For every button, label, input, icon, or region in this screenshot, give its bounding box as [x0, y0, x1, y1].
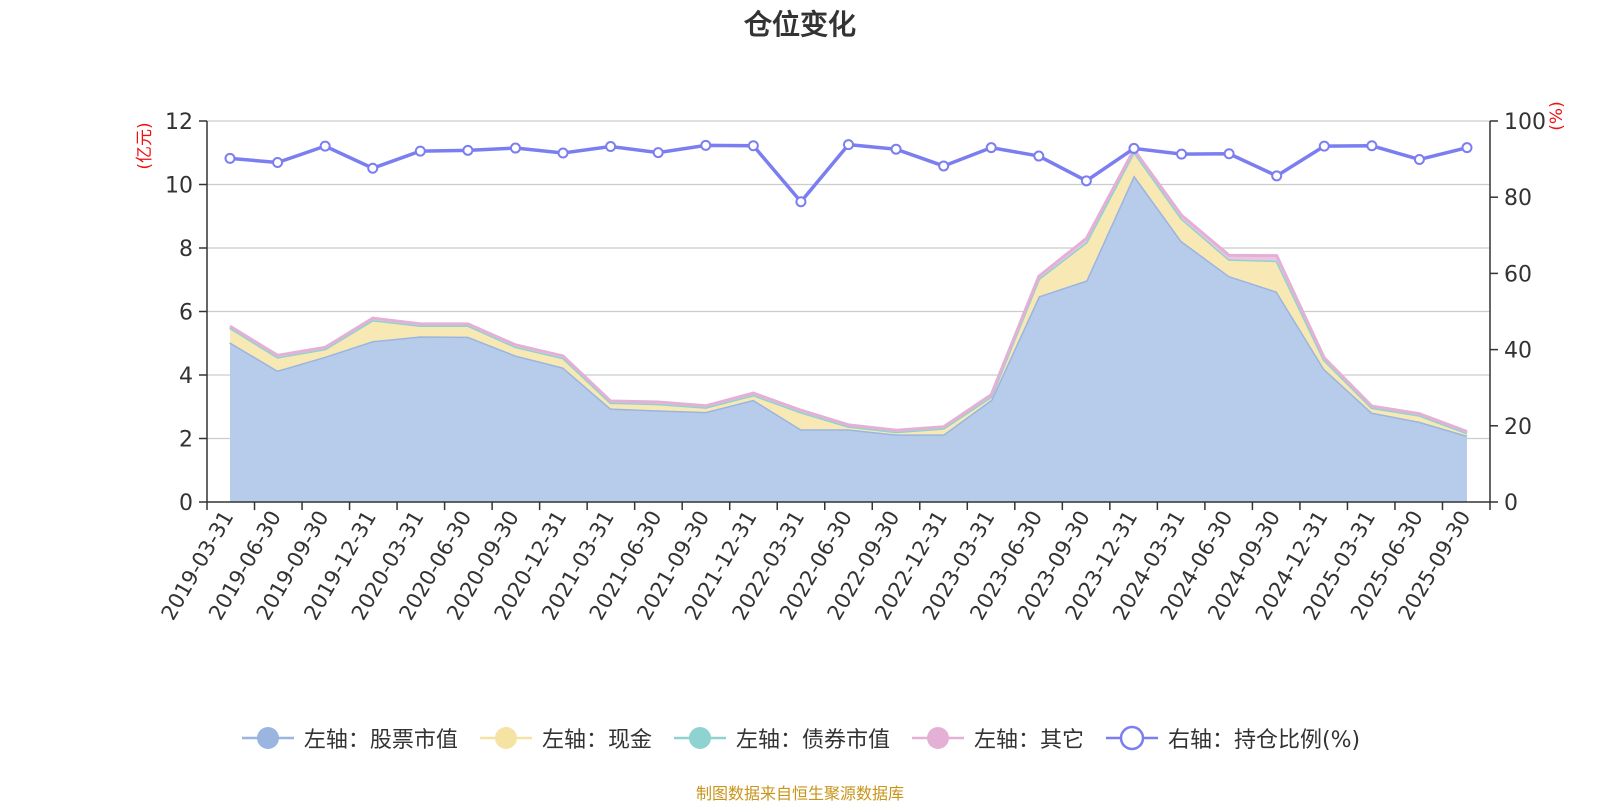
- y-left-tick-label: 2: [179, 428, 193, 453]
- legend-item[interactable]: 左轴：债券市值: [672, 722, 890, 754]
- y-left-tick-label: 4: [179, 364, 193, 389]
- ratio-point: [367, 162, 379, 174]
- y-left-tick-label: 10: [165, 174, 193, 199]
- ratio-point: [414, 145, 426, 157]
- y-right-tick-label: 100: [1504, 110, 1546, 135]
- ratio-line: [224, 139, 1473, 208]
- ratio-point: [1318, 140, 1330, 152]
- legend-item[interactable]: 左轴：现金: [478, 722, 652, 754]
- ratio-point: [557, 147, 569, 159]
- legend-marker-icon: [241, 727, 294, 749]
- stacked-areas: [229, 146, 1468, 503]
- ratio-point: [700, 139, 712, 151]
- ratio-point: [747, 140, 759, 152]
- ratio-point: [272, 157, 284, 169]
- source-note: 制图数据来自恒生聚源数据库: [695, 784, 904, 803]
- y-left-tick-label: 0: [179, 491, 193, 516]
- ratio-point: [1080, 175, 1092, 187]
- legend-item[interactable]: 左轴：其它: [910, 722, 1084, 754]
- ratio-point: [1271, 170, 1283, 182]
- ratio-point: [224, 152, 236, 164]
- legend-label: 右轴：持仓比例(%): [1167, 728, 1361, 753]
- ratio-point: [652, 147, 664, 159]
- legend-label: 左轴：债券市值: [735, 728, 890, 753]
- ratio-point: [1176, 148, 1188, 160]
- y-right-tick-label: 40: [1504, 339, 1532, 364]
- legend-marker-icon: [479, 727, 532, 749]
- legend-label: 左轴：现金: [541, 728, 652, 753]
- ratio-point: [890, 143, 902, 155]
- legend-marker-icon: [1105, 725, 1158, 751]
- ratio-point: [985, 142, 997, 154]
- y-right-tick-label: 80: [1504, 186, 1532, 211]
- chart-plot: 024681012020406080100(亿元)(%)2019-03-3120…: [135, 101, 1567, 624]
- ratio-point: [605, 141, 617, 153]
- ratio-point: [462, 144, 474, 156]
- chart-title: 仓位变化: [743, 8, 856, 41]
- y-right-tick-label: 60: [1504, 262, 1532, 287]
- ratio-point: [843, 139, 854, 151]
- ratio-point: [319, 140, 331, 152]
- legend-label: 左轴：股票市值: [303, 728, 458, 753]
- ratio-point: [938, 160, 950, 172]
- ratio-point: [1413, 153, 1425, 165]
- ratio-point: [1461, 142, 1473, 154]
- ratio-point: [509, 142, 521, 154]
- ratio-point: [1223, 148, 1235, 160]
- ratio-point: [1366, 140, 1378, 152]
- area-edge-左轴：其它: [229, 146, 1468, 433]
- y-left-tick-label: 6: [179, 301, 193, 326]
- legend-marker-icon: [673, 727, 726, 749]
- legend-item[interactable]: 右轴：持仓比例(%): [1104, 722, 1360, 754]
- y-right-tick-label: 20: [1504, 415, 1532, 440]
- y-right-tick-label: 0: [1504, 491, 1518, 516]
- legend-marker-icon: [911, 727, 964, 749]
- y-left-axis-label: (亿元): [135, 122, 155, 169]
- area-左轴：股票市值: [230, 175, 1467, 503]
- ratio-point: [1033, 150, 1045, 162]
- y-left-tick-label: 8: [179, 237, 193, 262]
- y-right-axis-label: (%): [1547, 101, 1567, 130]
- legend-label: 左轴：其它: [973, 728, 1084, 753]
- y-left-tick-label: 12: [165, 110, 193, 135]
- ratio-point: [1128, 142, 1140, 154]
- legend-item[interactable]: 左轴：股票市值: [240, 722, 458, 754]
- legend: 左轴：股票市值 左轴：现金 左轴：债券市值 左轴：其它 右轴：持仓比例(%): [0, 722, 1600, 754]
- ratio-point: [795, 196, 807, 208]
